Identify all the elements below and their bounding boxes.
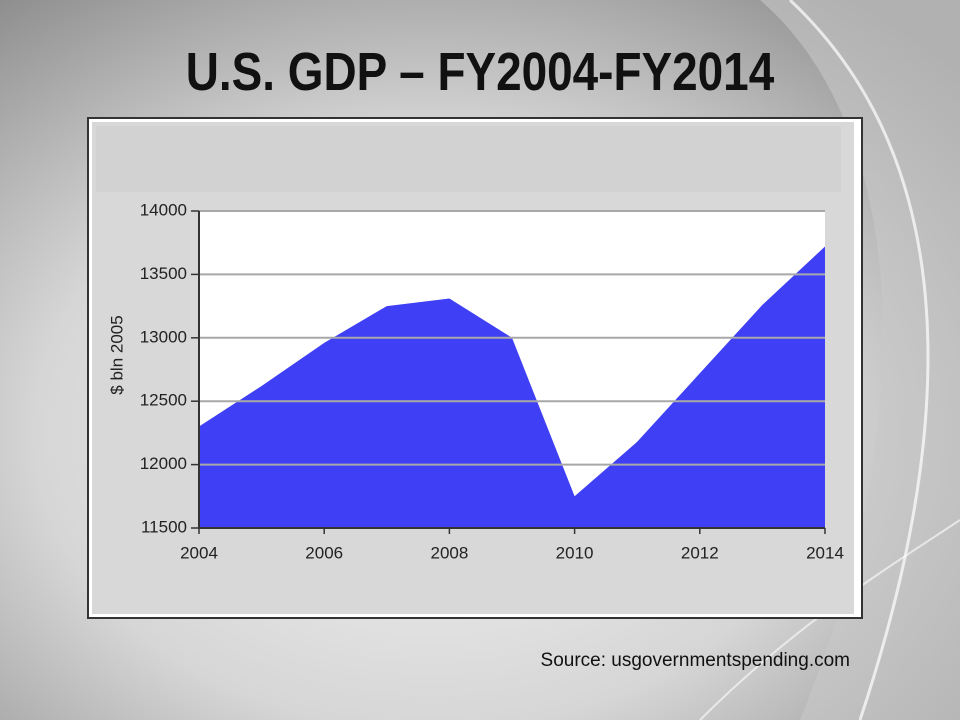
plot: 11500 12000 12500 13000 13500 14000 2004 2006 20…	[140, 200, 844, 562]
y-tick-label: 13000	[140, 327, 187, 346]
x-tick-label: 2008	[430, 543, 468, 562]
x-tick-label: 2006	[305, 543, 343, 562]
y-tick-label: 12500	[140, 391, 187, 410]
decor-line	[788, 0, 930, 720]
y-tick-label: 12000	[140, 454, 187, 473]
x-tick-label: 2014	[806, 543, 844, 562]
x-tick-label: 2012	[681, 543, 719, 562]
slide-title: U.S. GDP – FY2004-FY2014	[186, 42, 775, 102]
x-tick-label: 2010	[556, 543, 594, 562]
x-tick-label: 2004	[180, 543, 218, 562]
y-axis-label: $ bln 2005	[107, 315, 126, 394]
area	[199, 246, 825, 528]
y-tick-label: 14000	[140, 200, 187, 219]
chart-header	[96, 126, 841, 192]
source-note: Source: usgovernmentspending.com	[541, 650, 850, 671]
y-tick-label: 11500	[141, 517, 187, 536]
y-tick-label: 13500	[140, 264, 187, 283]
